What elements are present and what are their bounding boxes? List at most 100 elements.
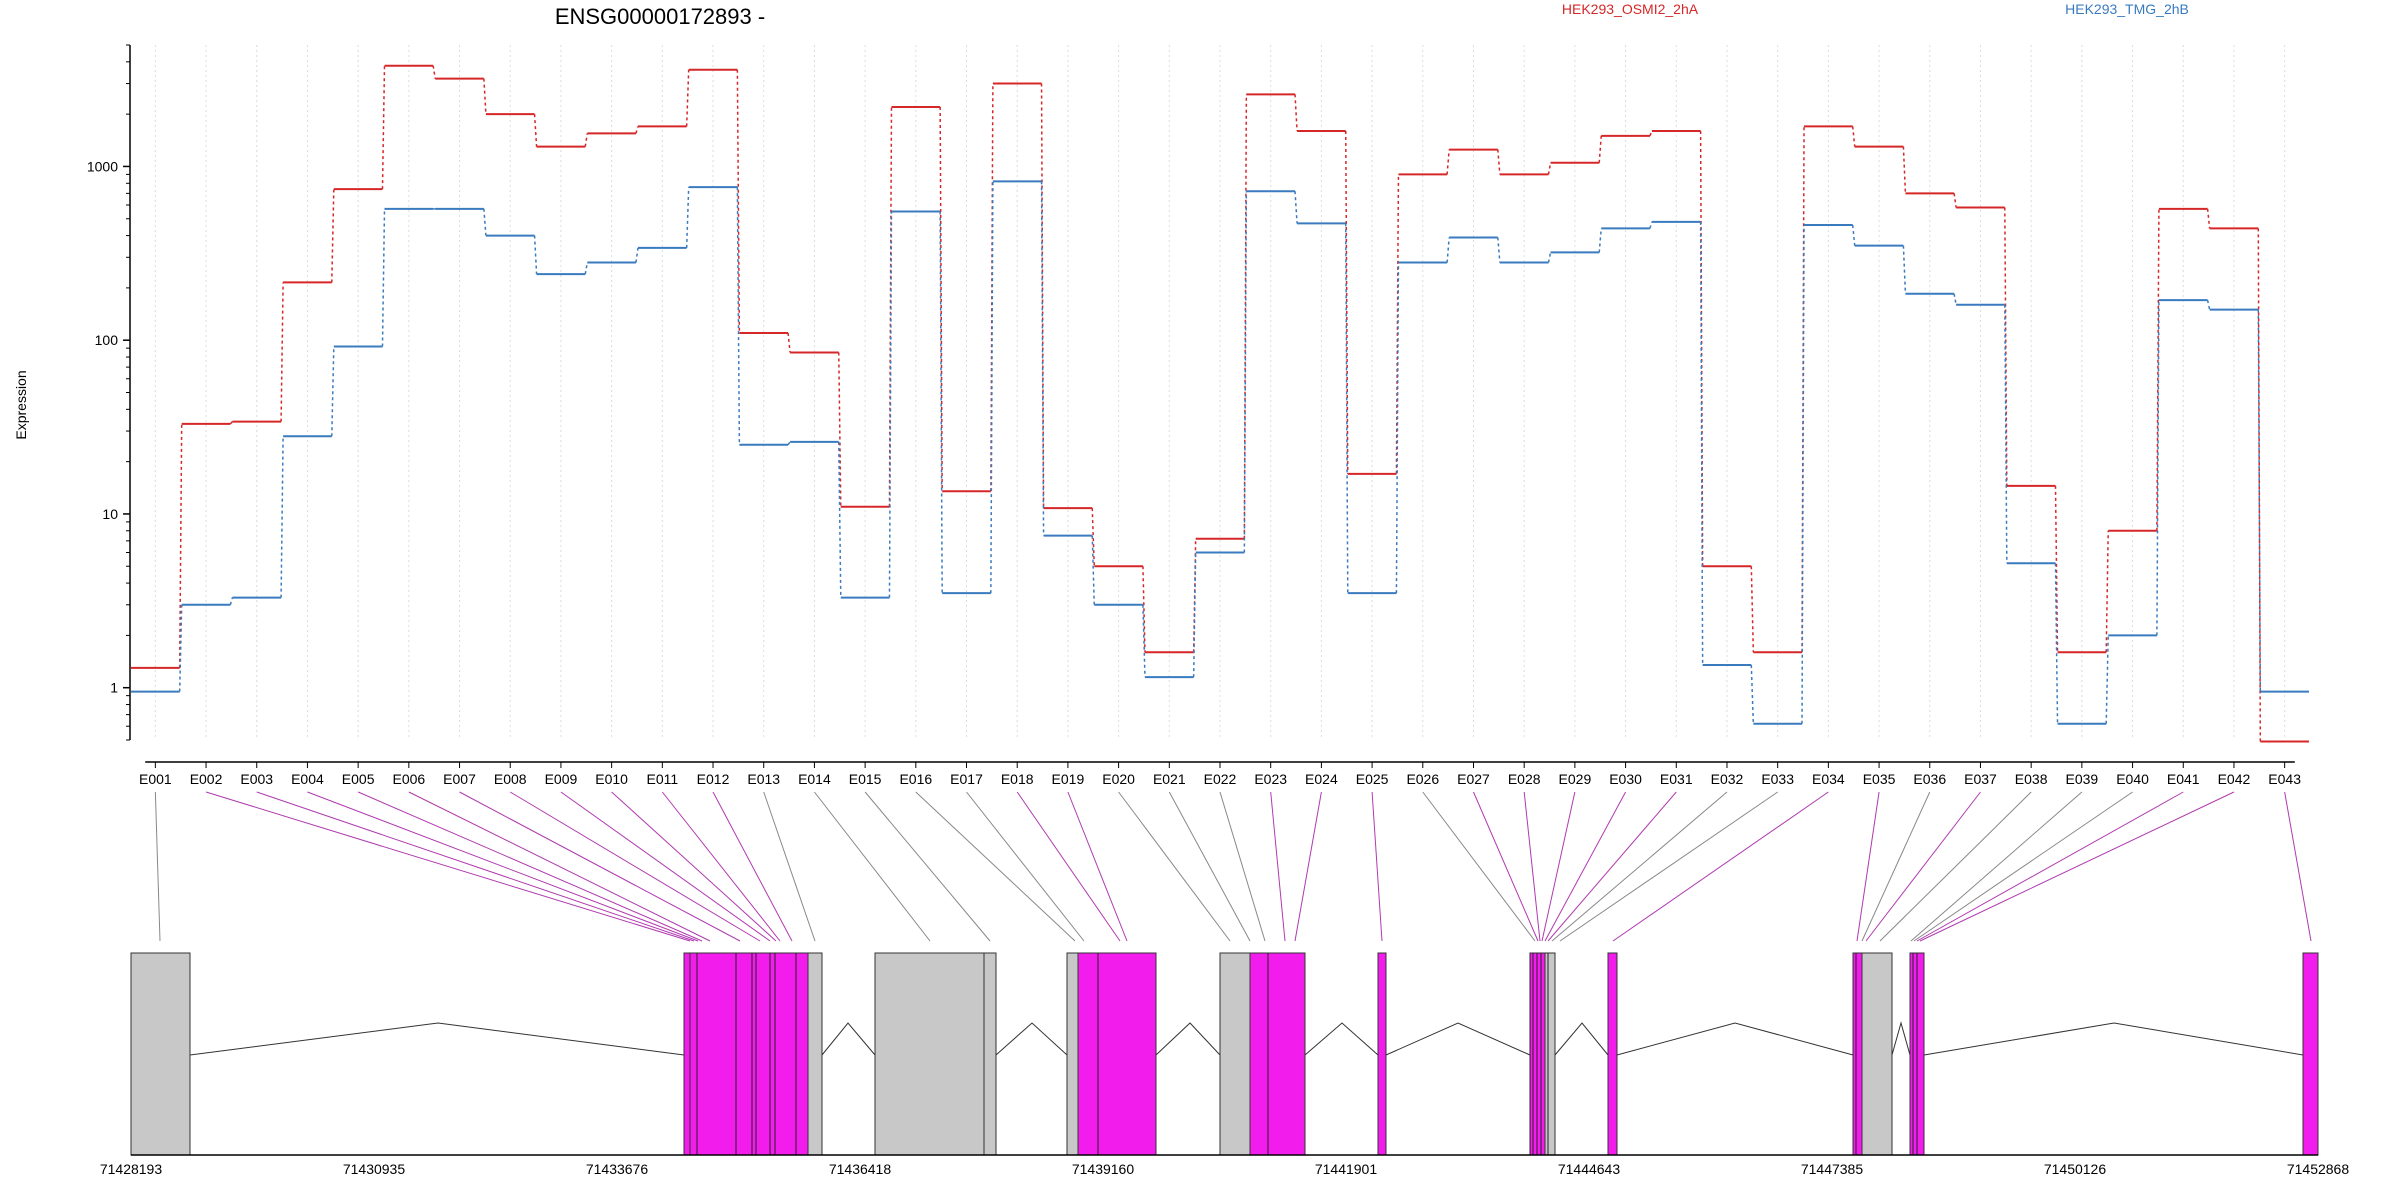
- x-tick-label: E023: [1254, 771, 1287, 787]
- series-0-connector: [1497, 149, 1501, 175]
- series-1-connector: [1598, 228, 1602, 253]
- exon-connector: [1541, 791, 1576, 942]
- series-0-connector: [787, 332, 791, 353]
- exon-block: [1544, 952, 1556, 1156]
- x-tick-label: E043: [2268, 771, 2301, 787]
- series-0-connector: [1547, 162, 1552, 175]
- series-1-connector: [2004, 304, 2008, 564]
- exon-block: [807, 952, 823, 1156]
- exon-connector: [1016, 791, 1121, 942]
- exon-block: [1377, 952, 1387, 1156]
- exon-connector: [205, 791, 691, 942]
- exon-block: [683, 952, 691, 1156]
- exon-connector: [459, 791, 741, 942]
- series-1-connector: [1040, 181, 1045, 536]
- series-0-connector: [280, 282, 284, 422]
- series-1-connector: [990, 181, 994, 594]
- x-tick-label: E019: [1052, 771, 1085, 787]
- chart-title: ENSG00000172893 -: [555, 4, 765, 29]
- series-0-connector: [483, 78, 487, 115]
- exon-block: [1852, 952, 1863, 1156]
- series-1-connector: [888, 211, 893, 598]
- exon-connector: [1919, 791, 2235, 942]
- exon-connector: [307, 791, 699, 942]
- x-tick-label: E033: [1761, 771, 1794, 787]
- x-tick-label: E002: [190, 771, 223, 787]
- series-0-connector: [533, 114, 538, 147]
- genome-coordinate-label: 71428193: [100, 1161, 163, 1177]
- series-0-connector: [2105, 530, 2109, 653]
- series-1-connector: [1446, 237, 1450, 263]
- x-tick-label: E035: [1863, 771, 1896, 787]
- intron-line: [995, 1022, 1068, 1056]
- exon-connector: [1219, 791, 1266, 942]
- exon-block: [1219, 952, 1251, 1156]
- exon-connector: [1551, 791, 1728, 942]
- series-1-connector: [584, 262, 589, 275]
- y-tick-label: 1000: [87, 158, 118, 174]
- x-tick-label: E032: [1711, 771, 1744, 787]
- x-tick-labels: E001 E002 E003 E004 E005 E006 E007 E008 E009 E010…: [139, 762, 2301, 787]
- exon-connector: [1294, 791, 1322, 942]
- series-1-connector: [331, 346, 335, 437]
- exon-connector: [154, 791, 161, 942]
- exon-block: [1066, 952, 1079, 1156]
- y-tick-label: 100: [95, 332, 119, 348]
- series-1-connector: [533, 235, 538, 275]
- series-1-connector: [381, 208, 386, 347]
- series-1-connector: [838, 441, 842, 598]
- x-tick-label: E024: [1305, 771, 1338, 787]
- x-tick-label: E015: [849, 771, 882, 787]
- series-0-connector: [2257, 228, 2262, 742]
- exon-connector: [357, 791, 703, 942]
- exon-connector: [1067, 791, 1128, 942]
- exon-connector: [1547, 791, 1677, 942]
- x-tick-label: E031: [1660, 771, 1693, 787]
- x-tick-label: E030: [1609, 771, 1642, 787]
- exon-block: [874, 952, 985, 1156]
- series-0-connector: [1801, 126, 1805, 653]
- x-tick-label: E026: [1406, 771, 1439, 787]
- series-1: [131, 180, 2309, 725]
- series-0-connector: [1142, 566, 1146, 653]
- series-1-connector: [1344, 223, 1349, 594]
- exon-connector: [1270, 791, 1286, 942]
- x-tick-label: E012: [697, 771, 730, 787]
- exon-connectors: [154, 791, 2312, 942]
- y-tick-label: 10: [102, 506, 118, 522]
- exon-block: [1861, 952, 1893, 1156]
- series-0-connector: [1851, 126, 1856, 147]
- exon-connector: [509, 791, 761, 942]
- x-tick-label: E022: [1204, 771, 1237, 787]
- exon-connector: [1473, 791, 1539, 942]
- exon-connector: [1910, 791, 2083, 942]
- exon-connector: [966, 791, 1085, 942]
- series-1-connector: [483, 208, 487, 236]
- exon-connector: [661, 791, 781, 942]
- series-1-connector: [1142, 604, 1146, 678]
- series-1-connector: [1649, 221, 1653, 229]
- exon-block: [1077, 952, 1157, 1156]
- series-1-connector: [1750, 665, 1755, 724]
- series-0-connector: [939, 106, 943, 492]
- intron-line: [1923, 1022, 2304, 1056]
- x-tick-label: E001: [139, 771, 172, 787]
- series-0-connector: [1902, 146, 1907, 194]
- exon-block: [130, 952, 191, 1156]
- x-tick-label: E021: [1153, 771, 1186, 787]
- exon-connector: [1612, 791, 1829, 942]
- exon-connector: [712, 791, 793, 942]
- x-tick-label: E040: [2116, 771, 2149, 787]
- x-tick-label: E025: [1356, 771, 1389, 787]
- series-1-connector: [1953, 293, 1957, 305]
- series-0-connector: [229, 421, 233, 425]
- exon-connector: [2284, 791, 2312, 942]
- series-1-connector: [1192, 552, 1197, 678]
- exon-connector: [1861, 791, 1931, 942]
- x-tick-label: E038: [2015, 771, 2048, 787]
- exon-block: [689, 952, 809, 1156]
- exon-block: [2302, 952, 2319, 1156]
- genome-coordinate-label: 71444643: [1558, 1161, 1621, 1177]
- series-0-connector: [736, 69, 741, 334]
- series-lines: [131, 64, 2309, 743]
